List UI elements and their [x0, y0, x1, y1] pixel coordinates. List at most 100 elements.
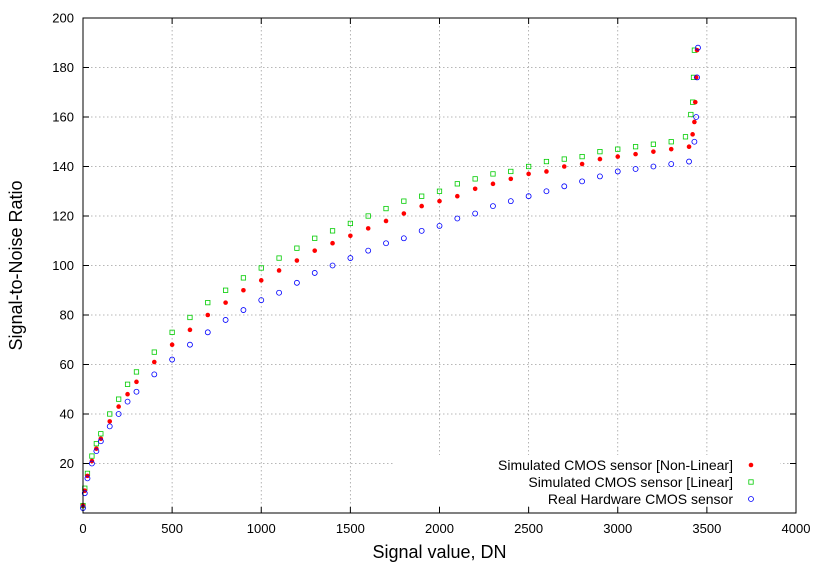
data-point	[508, 168, 514, 175]
data-point	[615, 146, 621, 152]
data-point	[365, 213, 371, 219]
data-point	[526, 163, 532, 170]
data-point	[632, 144, 639, 150]
data-point	[454, 181, 460, 187]
data-point	[525, 193, 532, 200]
data-point	[124, 381, 131, 387]
data-point	[579, 178, 585, 185]
legend-label: Simulated CMOS sensor [Non-Linear]	[498, 457, 733, 473]
series-points	[80, 47, 697, 509]
x-tick-label: 3000	[603, 521, 632, 536]
data-point	[106, 423, 113, 430]
data-point	[258, 297, 265, 304]
data-point	[169, 342, 175, 348]
data-point	[597, 173, 603, 180]
data-point	[187, 327, 193, 333]
x-tick-label: 500	[161, 521, 183, 536]
data-point	[419, 193, 425, 199]
y-tick-label: 60	[60, 357, 74, 372]
data-point	[348, 233, 353, 239]
data-point	[561, 183, 568, 190]
data-point	[107, 419, 113, 424]
data-point	[93, 441, 99, 447]
data-point	[579, 153, 585, 160]
data-point	[383, 240, 389, 247]
data-point	[694, 74, 700, 81]
data-point	[222, 317, 229, 323]
data-point	[561, 164, 567, 169]
data-point	[125, 391, 130, 397]
data-point	[329, 262, 336, 269]
data-point	[632, 166, 639, 172]
data-point	[276, 289, 282, 296]
data-points	[80, 44, 701, 511]
data-point	[124, 398, 131, 405]
data-point	[116, 396, 122, 402]
y-tick-label: 200	[52, 11, 74, 26]
x-tick-label: 1500	[336, 521, 365, 536]
y-tick-label: 160	[52, 110, 74, 125]
x-tick-label: 2000	[425, 521, 454, 536]
data-point	[151, 349, 157, 355]
x-tick-label: 3500	[692, 521, 721, 536]
data-point	[693, 114, 700, 120]
data-point	[329, 228, 336, 234]
data-point	[668, 161, 675, 167]
data-point	[84, 475, 91, 482]
data-point	[401, 198, 407, 204]
data-point	[115, 411, 122, 417]
y-tick-label: 100	[52, 258, 74, 273]
data-point	[490, 171, 496, 177]
data-point	[223, 300, 228, 305]
data-point	[312, 248, 318, 253]
x-axis-title: Signal value, DN	[372, 542, 506, 562]
data-point	[579, 161, 585, 167]
data-point	[400, 235, 407, 242]
data-point	[330, 240, 335, 246]
data-point	[311, 270, 318, 276]
y-tick-label: 20	[60, 456, 74, 471]
series-points	[80, 44, 701, 511]
data-point	[133, 388, 140, 395]
data-point	[258, 278, 264, 283]
axis-ticks: 0 500 1000 1500 2000 2500 3000 3500 4000 20 40 60 80…	[52, 11, 810, 537]
data-point	[276, 268, 282, 273]
data-point	[81, 490, 88, 497]
legend-marker	[748, 462, 754, 468]
data-point	[615, 154, 621, 159]
data-point	[240, 307, 247, 313]
data-point	[401, 211, 407, 216]
data-point	[686, 158, 692, 165]
data-point	[543, 188, 550, 195]
data-point	[293, 279, 300, 286]
data-point	[169, 356, 176, 363]
data-point	[169, 329, 175, 335]
data-point	[437, 198, 442, 204]
data-point	[347, 220, 353, 227]
x-tick-label: 2500	[514, 521, 543, 536]
data-point	[472, 186, 478, 192]
data-point	[454, 215, 461, 222]
data-point	[597, 156, 603, 162]
y-tick-label: 120	[52, 209, 74, 224]
data-point	[686, 144, 692, 149]
data-point	[668, 139, 674, 145]
data-point	[561, 156, 567, 162]
data-point	[691, 138, 698, 145]
data-point	[508, 176, 514, 182]
data-point	[222, 287, 229, 293]
x-tick-label: 0	[79, 521, 86, 536]
data-point	[98, 431, 104, 437]
data-point	[472, 210, 479, 217]
data-point	[187, 341, 193, 348]
data-point	[688, 111, 694, 118]
data-point	[276, 255, 282, 261]
legend-marker	[748, 496, 754, 502]
data-point	[682, 134, 689, 140]
data-point	[97, 438, 104, 445]
data-point	[668, 146, 674, 152]
data-point	[633, 151, 638, 157]
data-point	[187, 314, 193, 321]
x-tick-label: 1000	[247, 521, 276, 536]
